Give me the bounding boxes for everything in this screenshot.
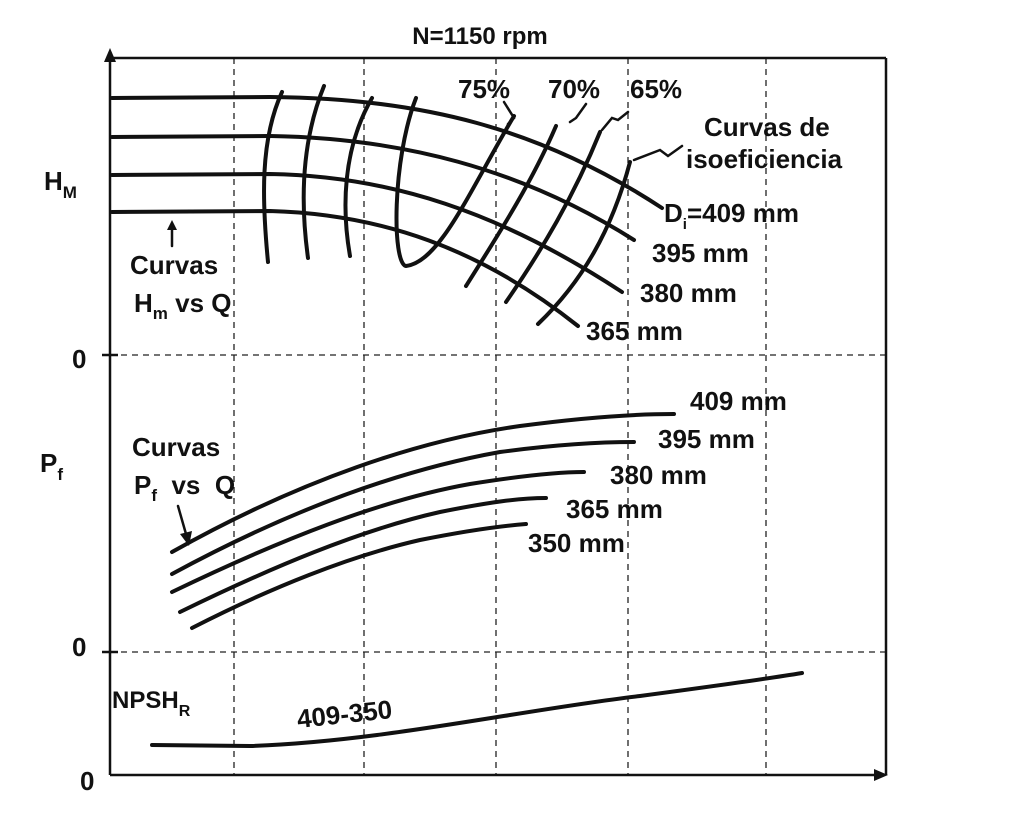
- ylabel-power: Pf: [40, 448, 63, 484]
- head-note-arrow-head: [167, 220, 177, 230]
- power-diameter-label-409: 409 mm: [690, 386, 787, 416]
- head-note: Curvas Hm vs Q: [130, 220, 232, 323]
- power-curves: [170, 412, 676, 630]
- efficiency-leaders: [502, 100, 684, 162]
- grid: [110, 58, 886, 775]
- leader-75: [502, 100, 516, 126]
- power-curve-350: [190, 522, 528, 630]
- head-curve-409: [110, 95, 664, 210]
- iso-note-line-1: Curvas de: [704, 112, 830, 142]
- leader-70: [568, 102, 588, 124]
- power-note-line-1: Curvas: [132, 432, 220, 462]
- power-diameter-label-380: 380 mm: [610, 460, 707, 490]
- iso-curve-left-1: [262, 90, 284, 264]
- power-note-arrow-head: [180, 531, 192, 546]
- efficiency-label-65: 65%: [630, 74, 682, 104]
- power-curve-365: [178, 496, 548, 614]
- chart-title: N=1150 rpm: [412, 23, 547, 50]
- leader-iso: [632, 144, 684, 162]
- head-diameter-label-409: Di=409 mm: [664, 198, 799, 233]
- efficiency-label-75: 75%: [458, 74, 510, 104]
- power-diameter-label-365: 365 mm: [566, 494, 663, 524]
- head-note-line-2: Hm vs Q: [134, 288, 232, 323]
- npsh-curve: [150, 671, 804, 748]
- head-diameter-label-365: 365 mm: [586, 316, 683, 346]
- iso-curve-65: [504, 130, 602, 304]
- head-diameter-label-380: 380 mm: [640, 278, 737, 308]
- power-curve-380: [170, 470, 586, 594]
- power-curve-395: [170, 440, 636, 576]
- ylabel-head: HM: [44, 166, 77, 202]
- power-diameter-label-395: 395 mm: [658, 424, 755, 454]
- power-curve-409: [170, 412, 676, 554]
- efficiency-label-70: 70%: [548, 74, 600, 104]
- power-note: Curvas Pf vs Q: [132, 432, 235, 546]
- iso-curve-left-3: [343, 96, 374, 258]
- zero-label-head: 0: [72, 344, 86, 374]
- iso-curve-outer: [536, 160, 632, 326]
- ylabel-npsh: NPSHR: [112, 687, 191, 720]
- head-diameter-label-395: 395 mm: [652, 238, 749, 268]
- npsh-curve-label: 409-350: [295, 694, 393, 734]
- head-curve-395: [110, 134, 636, 242]
- power-diameter-label-350: 350 mm: [528, 528, 625, 558]
- power-note-line-2: Pf vs Q: [134, 470, 235, 505]
- power-note-arrow-line: [176, 504, 188, 536]
- isoefficiency-curves: [262, 84, 632, 326]
- iso-note-line-2: isoeficiencia: [686, 144, 843, 174]
- npsh-curves: [150, 671, 804, 748]
- zero-label-power: 0: [72, 632, 86, 662]
- head-curve-365: [110, 209, 580, 328]
- axes: [102, 48, 888, 781]
- x-axis-arrow: [874, 769, 888, 781]
- head-note-line-1: Curvas: [130, 250, 218, 280]
- leader-65: [600, 110, 630, 132]
- iso-curve-70: [464, 124, 558, 288]
- iso-curve-75: [394, 96, 516, 268]
- iso-curve-left-2: [301, 84, 326, 260]
- zero-label-npsh: 0: [80, 766, 94, 796]
- y-axis-arrow: [104, 48, 116, 62]
